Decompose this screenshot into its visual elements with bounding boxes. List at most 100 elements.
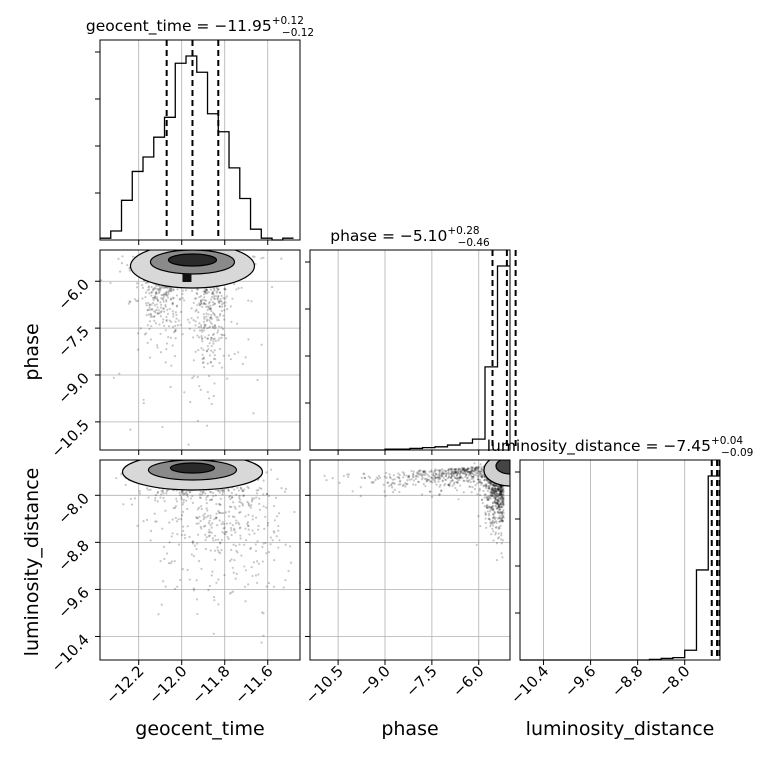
sample-point xyxy=(470,468,474,471)
sample-point xyxy=(129,300,132,304)
sample-point xyxy=(203,317,206,320)
sample-point xyxy=(198,506,201,509)
sample-point xyxy=(487,481,490,484)
sample-point xyxy=(262,634,265,637)
sample-point xyxy=(180,498,183,501)
sample-point xyxy=(487,497,490,500)
sample-point xyxy=(201,330,204,333)
sample-point xyxy=(391,490,395,494)
sample-point xyxy=(206,318,209,321)
sample-point xyxy=(447,483,450,487)
sample-point xyxy=(465,469,469,472)
sample-point xyxy=(219,542,222,545)
sample-point xyxy=(462,466,465,470)
sample-point xyxy=(218,325,221,328)
sample-point xyxy=(204,538,207,542)
sample-point xyxy=(100,279,103,282)
sample-point xyxy=(494,496,497,499)
sample-point xyxy=(470,477,473,480)
sample-point xyxy=(251,574,254,578)
sample-point xyxy=(166,308,169,312)
sample-point xyxy=(254,516,258,519)
sample-point xyxy=(145,332,148,335)
sample-point xyxy=(242,494,245,497)
sample-point xyxy=(217,294,220,297)
sample-point xyxy=(112,376,115,379)
sample-point xyxy=(487,480,490,483)
sample-point xyxy=(246,521,250,524)
sample-point xyxy=(262,542,265,545)
sample-point xyxy=(278,512,281,515)
sample-point xyxy=(192,589,196,592)
sample-point xyxy=(182,501,185,504)
sample-point xyxy=(202,366,206,369)
sample-point xyxy=(432,474,435,477)
sample-point xyxy=(233,559,236,562)
sample-point xyxy=(489,491,492,494)
sample-point xyxy=(491,512,495,516)
sample-point xyxy=(494,501,497,505)
sample-point xyxy=(500,493,503,496)
sample-point xyxy=(406,479,409,482)
sample-point xyxy=(218,511,222,514)
sample-point xyxy=(147,488,150,491)
sample-point xyxy=(468,479,471,482)
sample-point xyxy=(204,303,207,306)
sample-point xyxy=(494,487,497,490)
sample-point xyxy=(501,519,505,522)
sample-point xyxy=(491,494,494,498)
sample-point xyxy=(466,467,470,470)
sample-point xyxy=(412,470,415,473)
sample-point xyxy=(472,475,475,478)
sample-point xyxy=(465,472,468,476)
sample-point xyxy=(210,322,213,325)
sample-point xyxy=(438,493,441,496)
sample-point xyxy=(484,493,487,496)
sample-point xyxy=(487,498,490,501)
sample-point xyxy=(487,487,490,490)
sample-point xyxy=(230,320,233,323)
y-tick-label: −6.0 xyxy=(54,275,92,313)
x-tick-label: −10.5 xyxy=(302,662,347,707)
sample-point xyxy=(181,503,184,506)
sample-point xyxy=(496,488,499,491)
sample-point xyxy=(198,384,201,388)
sample-point xyxy=(202,525,206,528)
sample-point xyxy=(500,542,503,545)
sample-point xyxy=(201,340,204,343)
sample-point xyxy=(494,505,497,508)
sample-point xyxy=(162,497,165,500)
sample-point xyxy=(467,479,470,482)
sample-point xyxy=(266,521,270,525)
sample-point xyxy=(491,501,495,504)
sample-point xyxy=(236,551,239,554)
sample-point xyxy=(160,493,163,496)
sample-point xyxy=(222,297,225,300)
sample-point xyxy=(199,300,202,303)
sample-point xyxy=(208,307,211,310)
sample-point xyxy=(164,585,167,588)
sample-point xyxy=(493,487,496,490)
sample-point xyxy=(86,347,88,349)
sample-point xyxy=(118,270,122,273)
sample-point xyxy=(462,469,465,472)
sample-point xyxy=(493,484,496,487)
sample-point xyxy=(153,287,156,290)
sample-point xyxy=(171,303,174,306)
sample-point xyxy=(265,493,269,496)
sample-point xyxy=(488,482,491,485)
sample-point xyxy=(228,510,231,513)
sample-point xyxy=(156,490,160,493)
sample-point xyxy=(196,533,200,536)
sample-point xyxy=(500,505,503,509)
sample-point xyxy=(128,269,131,272)
sample-point xyxy=(162,300,165,303)
sample-point xyxy=(491,494,494,497)
sample-point xyxy=(489,525,492,528)
sample-point xyxy=(491,519,494,522)
sample-point xyxy=(495,488,498,491)
sample-point xyxy=(434,476,437,479)
sample-point xyxy=(150,291,153,294)
sample-point xyxy=(216,318,219,322)
sample-point xyxy=(351,490,354,493)
